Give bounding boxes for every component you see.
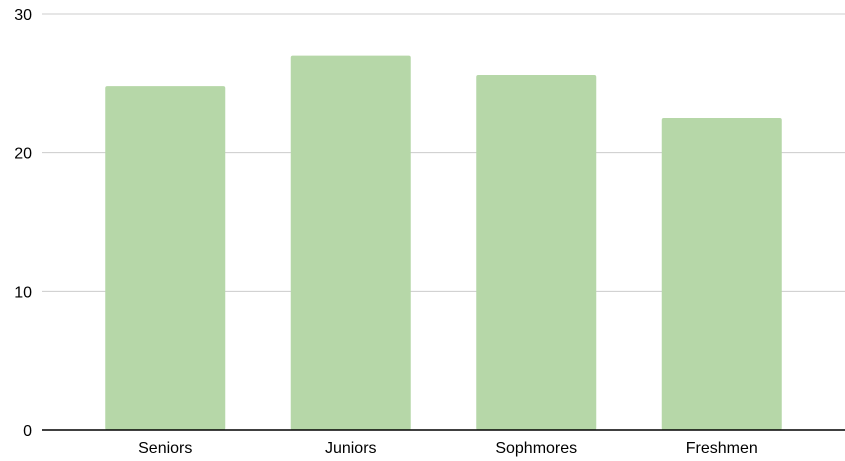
- y-tick-label: 20: [14, 146, 32, 163]
- x-tick-label-seniors: Seniors: [138, 440, 192, 457]
- bar-sophmores: [476, 75, 597, 430]
- bar-freshmen: [661, 118, 782, 430]
- y-tick-label: 30: [14, 7, 32, 24]
- x-tick-label-juniors: Juniors: [325, 440, 377, 457]
- x-axis-labels: Seniors Juniors Sophmores Freshmen: [138, 440, 758, 457]
- x-tick-label-freshmen: Freshmen: [686, 440, 758, 457]
- x-tick-label-sophmores: Sophmores: [495, 440, 577, 457]
- bar-juniors: [290, 55, 411, 430]
- y-tick-label: 0: [23, 423, 32, 440]
- bars: [105, 55, 782, 431]
- y-tick-label: 10: [14, 284, 32, 301]
- y-axis-ticks: 0 10 20 30: [14, 7, 32, 440]
- bar-seniors: [105, 86, 226, 431]
